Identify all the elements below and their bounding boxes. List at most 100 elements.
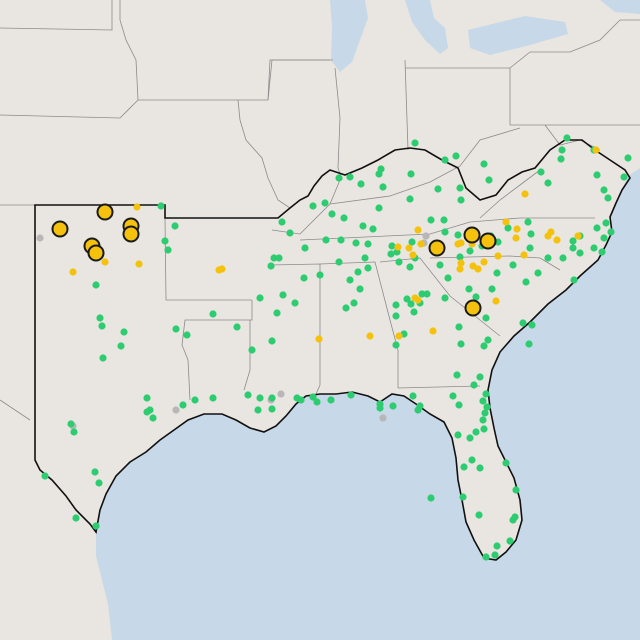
site-marker-green[interactable] <box>316 271 324 279</box>
site-marker-green[interactable] <box>493 542 501 550</box>
site-marker-green[interactable] <box>455 323 463 331</box>
site-marker-gray[interactable] <box>379 414 387 422</box>
site-marker-green[interactable] <box>359 222 367 230</box>
site-marker-yellow-small[interactable] <box>520 251 528 259</box>
site-marker-yellow-large[interactable] <box>87 244 105 262</box>
site-marker-green[interactable] <box>376 404 384 412</box>
site-marker-green[interactable] <box>92 522 100 530</box>
site-marker-green[interactable] <box>99 354 107 362</box>
site-marker-yellow-small[interactable] <box>133 203 141 211</box>
site-marker-green[interactable] <box>209 310 217 318</box>
site-marker-green[interactable] <box>300 274 308 282</box>
site-marker-yellow-large[interactable] <box>463 226 481 244</box>
site-marker-green[interactable] <box>248 346 256 354</box>
site-marker-green[interactable] <box>483 403 491 411</box>
site-marker-green[interactable] <box>455 401 463 409</box>
site-marker-yellow-small[interactable] <box>315 335 323 343</box>
site-marker-green[interactable] <box>291 299 299 307</box>
site-marker-green[interactable] <box>364 240 372 248</box>
site-marker-green[interactable] <box>624 154 632 162</box>
site-marker-green[interactable] <box>522 278 530 286</box>
site-marker-green[interactable] <box>569 244 577 252</box>
site-marker-yellow-small[interactable] <box>429 327 437 335</box>
site-marker-green[interactable] <box>460 463 468 471</box>
site-marker-yellow-small[interactable] <box>574 232 582 240</box>
site-marker-green[interactable] <box>604 194 612 202</box>
site-marker-green[interactable] <box>209 394 217 402</box>
site-marker-green[interactable] <box>470 381 478 389</box>
site-marker-green[interactable] <box>164 246 172 254</box>
site-marker-yellow-small[interactable] <box>512 234 520 242</box>
site-marker-green[interactable] <box>297 396 305 404</box>
site-marker-green[interactable] <box>600 234 608 242</box>
site-marker-yellow-small[interactable] <box>395 332 403 340</box>
site-marker-green[interactable] <box>472 293 480 301</box>
site-marker-green[interactable] <box>172 325 180 333</box>
site-marker-green[interactable] <box>465 285 473 293</box>
site-marker-green[interactable] <box>406 263 414 271</box>
site-marker-green[interactable] <box>506 537 514 545</box>
site-marker-green[interactable] <box>409 392 417 400</box>
site-marker-green[interactable] <box>444 274 452 282</box>
site-marker-yellow-small[interactable] <box>457 259 465 267</box>
site-marker-green[interactable] <box>356 285 364 293</box>
site-marker-green[interactable] <box>388 242 396 250</box>
site-marker-green[interactable] <box>488 285 496 293</box>
site-marker-green[interactable] <box>475 511 483 519</box>
site-marker-green[interactable] <box>335 174 343 182</box>
site-marker-green[interactable] <box>407 170 415 178</box>
site-marker-green[interactable] <box>389 402 397 410</box>
site-marker-green[interactable] <box>171 222 179 230</box>
site-marker-yellow-small[interactable] <box>135 260 143 268</box>
site-marker-green[interactable] <box>369 225 377 233</box>
site-marker-green[interactable] <box>268 394 276 402</box>
site-marker-green[interactable] <box>456 184 464 192</box>
site-marker-yellow-large[interactable] <box>464 299 482 317</box>
site-marker-green[interactable] <box>524 218 532 226</box>
site-marker-green[interactable] <box>256 294 264 302</box>
site-marker-yellow-small[interactable] <box>366 332 374 340</box>
site-marker-green[interactable] <box>254 406 262 414</box>
site-marker-green[interactable] <box>482 314 490 322</box>
site-marker-green[interactable] <box>377 165 385 173</box>
site-marker-green[interactable] <box>593 171 601 179</box>
site-marker-green[interactable] <box>92 281 100 289</box>
site-marker-green[interactable] <box>41 472 49 480</box>
site-marker-green[interactable] <box>423 290 431 298</box>
site-marker-green[interactable] <box>96 314 104 322</box>
site-marker-yellow-small[interactable] <box>544 232 552 240</box>
site-marker-green[interactable] <box>441 228 449 236</box>
site-marker-yellow-small[interactable] <box>405 244 413 252</box>
site-marker-green[interactable] <box>411 139 419 147</box>
site-marker-yellow-small[interactable] <box>101 258 109 266</box>
site-marker-green[interactable] <box>563 134 571 142</box>
site-marker-green[interactable] <box>476 373 484 381</box>
site-marker-green[interactable] <box>395 258 403 266</box>
site-marker-green[interactable] <box>408 238 416 246</box>
site-marker-green[interactable] <box>482 553 490 561</box>
site-marker-yellow-small[interactable] <box>513 225 521 233</box>
site-marker-green[interactable] <box>340 214 348 222</box>
site-marker-green[interactable] <box>484 336 492 344</box>
site-marker-green[interactable] <box>525 340 533 348</box>
site-marker-yellow-small[interactable] <box>414 226 422 234</box>
site-marker-green[interactable] <box>457 340 465 348</box>
site-marker-green[interactable] <box>342 304 350 312</box>
site-marker-green[interactable] <box>480 342 488 350</box>
site-marker-green[interactable] <box>309 393 317 401</box>
site-marker-green[interactable] <box>558 146 566 154</box>
site-marker-green[interactable] <box>454 231 462 239</box>
site-marker-green[interactable] <box>273 309 281 317</box>
site-marker-green[interactable] <box>537 168 545 176</box>
site-marker-green[interactable] <box>267 262 275 270</box>
site-marker-yellow-large[interactable] <box>479 232 497 250</box>
site-marker-green[interactable] <box>544 179 552 187</box>
site-marker-green[interactable] <box>466 247 474 255</box>
site-marker-green[interactable] <box>620 173 628 181</box>
site-marker-green[interactable] <box>328 210 336 218</box>
site-marker-green[interactable] <box>485 176 493 184</box>
site-marker-green[interactable] <box>528 321 536 329</box>
site-marker-green[interactable] <box>482 390 490 398</box>
site-marker-green[interactable] <box>559 254 567 262</box>
